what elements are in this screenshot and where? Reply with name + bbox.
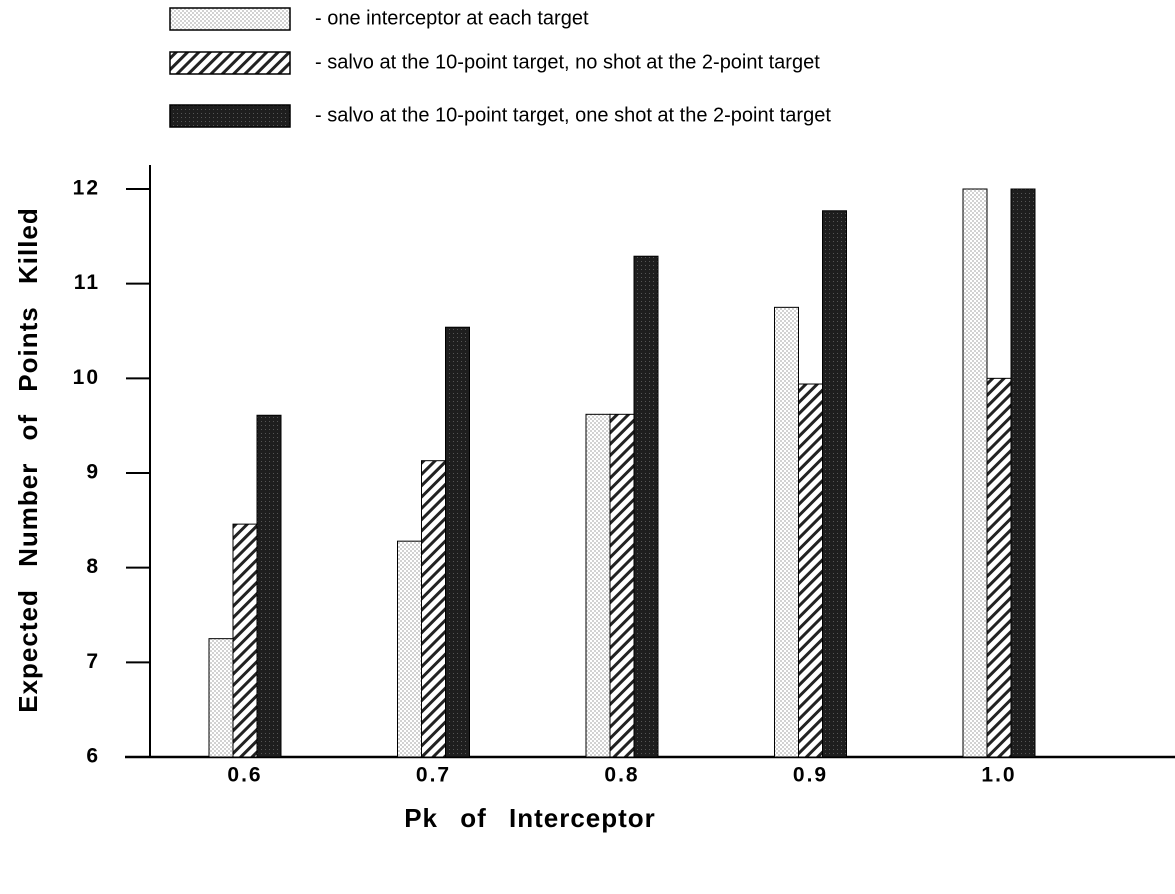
legend-swatch	[169, 7, 291, 31]
bar	[232, 523, 258, 758]
x-tick-label: 0.9	[793, 764, 828, 787]
y-tick-label: 8	[86, 555, 100, 578]
legend-label: - one interceptor at each target	[315, 7, 589, 29]
y-tick-label: 11	[74, 271, 100, 294]
y-tick-label: 6	[86, 745, 100, 768]
legend-swatch	[169, 104, 291, 128]
y-axis-title: Expected Number of Points Killed	[13, 207, 43, 713]
x-axis-title: Pk of Interceptor	[404, 803, 656, 833]
bar	[609, 413, 635, 758]
x-tick-label: 0.7	[416, 764, 451, 787]
bar	[445, 326, 470, 758]
bar	[256, 414, 282, 758]
bar	[774, 306, 799, 758]
y-tick-label: 9	[86, 461, 100, 484]
bar	[421, 460, 446, 758]
legend-label: - salvo at the 10-point target, one shot…	[315, 104, 831, 126]
bar	[822, 210, 847, 758]
bar	[986, 377, 1012, 758]
bar	[208, 638, 234, 758]
bar	[798, 383, 823, 758]
x-tick-label: 0.8	[604, 764, 639, 787]
x-tick-label: 1.0	[981, 764, 1016, 787]
bar	[633, 255, 659, 758]
y-tick-label: 7	[86, 650, 100, 673]
bar	[585, 413, 611, 758]
bar	[962, 188, 988, 758]
legend-label: - salvo at the 10-point target, no shot …	[315, 51, 820, 73]
x-tick-label: 0.6	[227, 764, 262, 787]
bar	[1010, 188, 1036, 758]
y-tick-label: 10	[73, 366, 100, 389]
legend-swatch	[169, 51, 291, 75]
bar	[397, 540, 422, 758]
y-tick-label: 12	[73, 177, 100, 200]
